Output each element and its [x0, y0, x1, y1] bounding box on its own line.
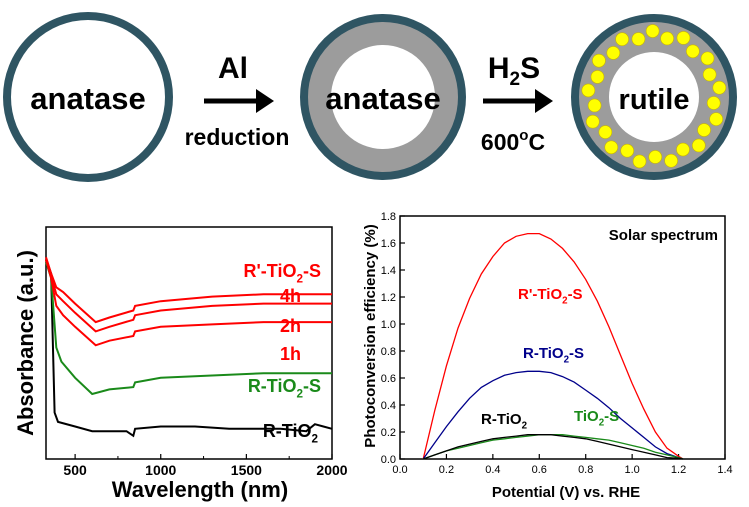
x-tick-label: 0.0 [392, 464, 407, 476]
dopant-dot [598, 125, 613, 139]
annotation-3: TiO2-S [574, 408, 619, 429]
efficiency-annotations: R'-TiO2-S R-TiO2-S R-TiO2 TiO2-S [481, 286, 619, 432]
absorbance-annotations: R'-TiO2-S4h 2h 1h R-TiO2-S R-TiO2 [244, 261, 321, 445]
dopant-dot [592, 53, 606, 68]
dopant-dot [587, 98, 602, 113]
y-tick-label: 0.4 [381, 400, 396, 412]
x-tick-label: 0.4 [485, 464, 500, 476]
step3-label: rutile [619, 84, 690, 116]
anatase-core [331, 45, 435, 149]
efficiency-chart: 0.0 0.2 0.4 0.6 0.8 1.0 1.2 1.4 0.0 0.2 0.4 0.6 0.8 1… [362, 211, 733, 501]
dopant-dot [660, 31, 674, 46]
dopant-dot [702, 67, 717, 82]
annotation-1: 4h [280, 286, 301, 306]
arrow1-icon [204, 89, 274, 113]
dopant-dot [648, 150, 663, 164]
arrow2-top-label: H2S [488, 52, 540, 90]
x-tick-label: 1.0 [624, 464, 639, 476]
dopant-dot [664, 153, 678, 168]
dopant-dot [697, 123, 711, 137]
annotation-0: R'-TiO2-S [518, 286, 583, 307]
sulfur-dopant-dots [581, 24, 727, 169]
x-tick-label: 500 [63, 462, 87, 478]
dopant-dot [700, 51, 715, 66]
y-tick-label: 1.4 [381, 265, 396, 277]
dopant-dot [631, 32, 646, 46]
x-tick-label: 2000 [316, 462, 347, 478]
step1-label: anatase [30, 81, 145, 116]
scheme: anatase Al reduction anatase H2S 600oC r… [3, 12, 737, 182]
arrow1-bottom-label: reduction [185, 124, 290, 150]
series-line-3 [45, 259, 332, 333]
dopant-dot [676, 31, 691, 45]
series-line-4 [45, 256, 332, 324]
annotation-0: R'-TiO2-S [244, 261, 321, 285]
anatase-sphere [3, 12, 173, 182]
y-tick-label: 1.8 [381, 211, 396, 223]
absorbance-ticks: 500 1000 1500 2000 [63, 454, 348, 478]
dopant-dot [581, 83, 596, 98]
arrow1-top-label: Al [218, 52, 248, 85]
y-tick-label: 1.0 [381, 319, 396, 331]
efficiency-plot-title: Solar spectrum [609, 227, 718, 244]
annotation-1: R-TiO2-S [523, 345, 584, 366]
x-tick-label: 1.2 [671, 464, 686, 476]
y-tick-label: 0.2 [381, 427, 396, 439]
x-tick-label: 1000 [145, 462, 176, 478]
series-line-0 [422, 232, 684, 460]
x-tick-label: 1500 [231, 462, 262, 478]
x-tick-label: 0.6 [532, 464, 547, 476]
dopant-dot [620, 143, 635, 158]
dopant-dot [632, 154, 647, 169]
efficiency-plot-frame [399, 215, 726, 460]
annotation-3: 1h [280, 344, 301, 364]
dopant-dot [606, 46, 621, 60]
dopant-dot [706, 96, 721, 110]
arrow2-bottom-label: 600oC [481, 127, 545, 155]
y-tick-label: 0.6 [381, 373, 396, 385]
absorbance-ylabel: Absorbance (a.u.) [13, 250, 38, 436]
dopant-dot [712, 80, 727, 95]
y-tick-label: 0.0 [381, 454, 396, 466]
dopant-dot [709, 112, 723, 126]
series-line-0 [45, 259, 333, 438]
dopant-dot [615, 32, 629, 47]
absorbance-plot-frame [45, 226, 333, 460]
series-line-2 [45, 259, 332, 347]
annotation-2: 2h [280, 316, 301, 336]
dopant-dot [604, 140, 619, 155]
y-tick-label: 1.6 [381, 238, 396, 250]
rutile-core [609, 52, 699, 142]
y-tick-label: 1.2 [381, 292, 396, 304]
dopant-dot [585, 114, 600, 129]
annotation-4: R-TiO2-S [248, 376, 321, 400]
annotation-5: R-TiO2 [263, 421, 319, 445]
x-tick-label: 1.4 [717, 464, 732, 476]
efficiency-xlabel: Potential (V) vs. RHE [492, 484, 640, 501]
absorbance-chart: 500 1000 1500 2000 R'-TiO2-S4h2h1hR-TiO2-SR… [13, 226, 348, 502]
arrow2-icon [483, 89, 553, 113]
dopant-dot [686, 44, 700, 59]
series-line-2 [422, 434, 684, 460]
series-line-1 [422, 370, 684, 460]
efficiency-series [422, 232, 684, 460]
series-line-3 [422, 434, 684, 460]
absorbance-series [45, 256, 333, 438]
x-tick-label: 0.2 [439, 464, 454, 476]
absorbance-xlabel: Wavelength (nm) [112, 477, 288, 502]
x-tick-label: 0.8 [578, 464, 593, 476]
efficiency-ylabel: Photoconversion efficiency (%) [362, 224, 379, 447]
dopant-dot [676, 142, 690, 157]
dopant-dot [590, 70, 605, 84]
dopant-dot [645, 24, 660, 38]
dopant-dot [691, 138, 706, 153]
annotation-2: R-TiO2 [481, 411, 528, 432]
efficiency-ticks: 0.0 0.2 0.4 0.6 0.8 1.0 1.2 1.4 0.0 0.2 0.4 0.6 0.8 1… [381, 211, 733, 476]
series-line-1 [45, 261, 332, 396]
y-tick-label: 0.8 [381, 346, 396, 358]
step2-label: anatase [325, 81, 440, 116]
